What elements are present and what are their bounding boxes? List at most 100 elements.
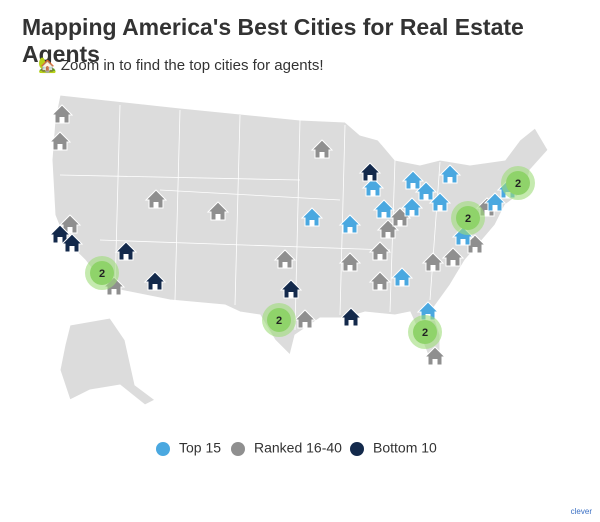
house-icon [438,164,462,184]
city-marker[interactable] [114,241,138,261]
house-icon [339,307,363,327]
house-icon [114,241,138,261]
city-marker[interactable] [421,252,445,272]
house-icon [400,197,424,217]
cluster[interactable]: 2 [451,201,485,235]
cluster[interactable]: 2 [85,256,119,290]
city-marker[interactable] [463,234,487,254]
house-icon [376,219,400,239]
house-icon [388,207,412,227]
house-door [399,280,405,286]
city-marker[interactable] [401,170,425,190]
house-door [67,227,73,233]
house-icon [338,214,362,234]
house-door [111,289,117,295]
cluster-dot [413,320,437,344]
city-marker[interactable] [372,199,396,219]
alaska[interactable] [59,317,156,406]
cluster-dot [506,171,530,195]
house-icon [463,234,487,254]
house-door [385,232,391,238]
house-door [410,183,416,189]
city-marker[interactable] [483,192,507,212]
house-icon [423,346,447,366]
title: Mapping America's Best Cities for Real E… [22,14,524,67]
city-marker[interactable] [144,189,168,209]
city-marker[interactable] [390,267,414,287]
house-door [57,144,63,150]
house-door [367,175,373,181]
us-mainland[interactable] [51,94,549,361]
cluster-count: 2 [276,315,282,327]
house-door [319,152,325,158]
cluster-dot [267,308,291,332]
city-marker[interactable] [338,252,362,272]
house-door [302,322,308,328]
city-marker[interactable] [293,309,317,329]
house-door [347,265,353,271]
house-door [153,202,159,208]
house-icon [338,252,362,272]
city-marker[interactable] [441,247,465,267]
house-icon [310,139,334,159]
city-marker[interactable] [58,214,82,234]
city-marker[interactable] [438,164,462,184]
house-icon [368,271,392,291]
house-door [59,117,65,123]
house-door [215,214,221,220]
house-door [437,205,443,211]
house-door [377,254,383,260]
city-marker[interactable] [48,131,72,151]
house-door [347,227,353,233]
city-marker[interactable] [428,192,452,212]
house-icon [441,247,465,267]
house-door [492,205,498,211]
city-marker[interactable] [339,307,363,327]
city-marker[interactable] [368,271,392,291]
house-door [309,220,315,226]
city-marker[interactable] [388,207,412,227]
house-icon [50,104,74,124]
house-icon [483,192,507,212]
city-marker[interactable] [273,249,297,269]
house-door [423,194,429,200]
house-icon [48,131,72,151]
subtitle: 🏡 Zoom in to find the top cities for age… [38,57,324,74]
house-door [381,212,387,218]
house-icon [273,249,297,269]
house-door [432,359,438,365]
city-marker[interactable] [206,201,230,221]
house-door [397,220,403,226]
city-marker[interactable] [300,207,324,227]
cluster[interactable]: 2 [501,166,535,200]
house-icon [368,241,392,261]
city-marker[interactable] [376,219,400,239]
house-door [348,320,354,326]
city-marker[interactable] [400,197,424,217]
city-marker[interactable] [143,271,167,291]
house-icon [293,309,317,329]
city-marker[interactable] [50,104,74,124]
city-marker[interactable] [338,214,362,234]
city-marker[interactable] [368,241,392,261]
legend-swatch [350,442,364,456]
house-icon [60,233,84,253]
cluster[interactable]: 2 [408,315,442,349]
house-door [282,262,288,268]
city-marker[interactable] [423,346,447,366]
cluster[interactable]: 2 [262,303,296,337]
cluster-count: 2 [515,178,521,190]
house-door [288,292,294,298]
house-icon [428,192,452,212]
city-marker[interactable] [358,162,382,182]
legend-label: Bottom 10 [373,440,437,456]
city-marker[interactable] [414,181,438,201]
city-marker[interactable] [60,233,84,253]
house-icon [390,267,414,287]
city-marker[interactable] [310,139,334,159]
city-marker[interactable] [279,279,303,299]
house-icon [144,189,168,209]
legend-label: Ranked 16-40 [254,440,342,456]
